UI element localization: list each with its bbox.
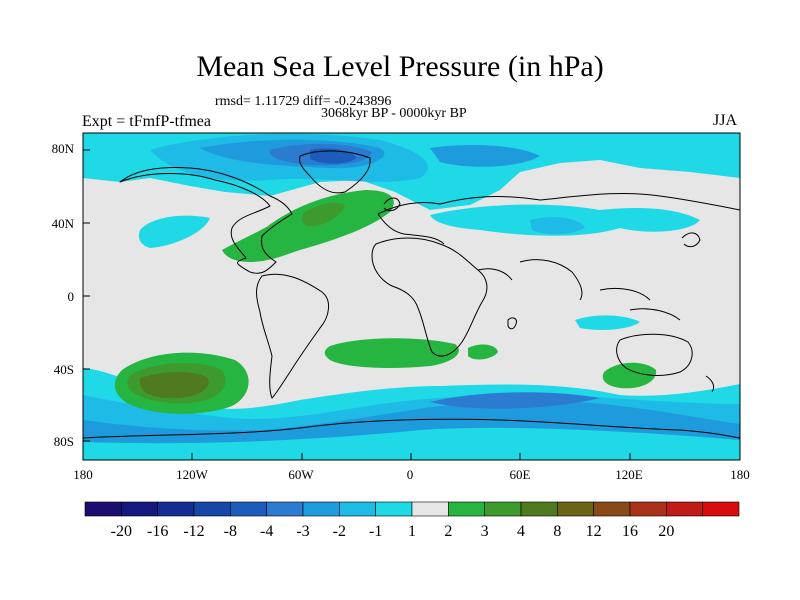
colorbar-swatch (302, 501, 340, 517)
coast-japan (681, 232, 701, 248)
lat-label-80n: 80N (51, 141, 74, 156)
chart-title: Mean Sea Level Pressure (in hPa) (196, 50, 604, 83)
colorbar-label: 1 (408, 523, 416, 540)
colorbar-label: -2 (333, 523, 346, 540)
neg-band-antarctic-interior (83, 427, 740, 460)
colorbar-label: -12 (183, 523, 204, 540)
colorbar-label: 16 (622, 523, 638, 540)
colorbar: -20 -16 -12 -8 -4 -3 -2 -1 1 2 3 4 8 12 16 20 (84, 501, 740, 540)
pos-contour-north-atlantic-3 (301, 202, 345, 227)
neg-contour-greenland-8 (310, 148, 356, 164)
coast-uk (383, 197, 401, 212)
coast-australia (616, 333, 693, 376)
colorbar-label: -16 (147, 523, 168, 540)
experiment-label: Expt = tFmfP-tfmea (82, 113, 212, 130)
colorbar-swatch (629, 501, 667, 517)
colorbar-swatch (593, 501, 631, 517)
neg-blob-north-pacific (138, 215, 210, 248)
colorbar-swatch (702, 501, 740, 517)
colorbar-swatch (666, 501, 703, 517)
colorbar-label: 12 (586, 523, 602, 540)
colorbar-label: -8 (224, 523, 237, 540)
coast-madagascar (507, 317, 517, 330)
colorbar-label: 8 (553, 523, 561, 540)
colorbar-swatch (411, 501, 449, 517)
coast-antarctica (83, 418, 740, 439)
colorbar-swatch (484, 501, 522, 517)
colorbar-swatch (230, 501, 267, 517)
pos-blob-north-atlantic (222, 190, 394, 262)
neg-blob-indian-ocean (575, 315, 640, 330)
lat-label-80s: 80S (53, 434, 74, 449)
colorbar-label: -3 (296, 523, 309, 540)
coast-indonesia (599, 287, 681, 321)
axis-ticks (82, 149, 741, 460)
coast-south-america (256, 273, 329, 399)
coast-africa (371, 237, 488, 357)
neg-contour-southern-4 (430, 392, 600, 409)
lon-label-120e: 120E (615, 467, 643, 482)
colorbar-label: 20 (658, 523, 674, 540)
colorbar-swatch (157, 501, 195, 517)
lat-label-0: 0 (67, 289, 75, 304)
lon-label-120w: 120W (176, 467, 208, 482)
coast-arabia-india (477, 259, 583, 301)
pos-contour-south-pacific-4 (139, 372, 209, 398)
coast-north-america (119, 167, 293, 274)
colorbar-label: -4 (260, 523, 273, 540)
lat-label-40s: 40S (53, 362, 74, 377)
colorbar-swatch (266, 501, 304, 517)
pos-blob-south-indian-small (468, 344, 498, 360)
colorbar-label: 4 (517, 523, 525, 540)
lon-label-60w: 60W (288, 467, 314, 482)
lon-label-180w: 180 (73, 467, 93, 482)
lon-label-60e: 60E (509, 467, 531, 482)
colorbar-swatch (84, 501, 122, 517)
lat-label-40n: 40N (51, 216, 74, 231)
period-subtitle: 3068kyr BP - 0000kyr BP (321, 106, 467, 121)
colorbar-label: 2 (444, 523, 452, 540)
colorbar-swatch (557, 501, 594, 517)
colorbar-swatch (121, 501, 158, 517)
neg-contour-siberia (430, 144, 540, 167)
pos-blob-south-atlantic (324, 338, 459, 368)
coast-eurasia (377, 192, 740, 245)
colorbar-swatch (193, 501, 231, 517)
colorbar-label: 3 (481, 523, 489, 540)
coast-new-zealand (705, 375, 715, 393)
season-label: JJA (713, 112, 738, 129)
colorbar-label: -20 (111, 523, 132, 540)
colorbar-swatch (339, 501, 376, 517)
pos-blob-south-indian-east (602, 362, 657, 389)
colorbar-swatch (448, 501, 485, 517)
colorbar-label: -1 (369, 523, 382, 540)
colorbar-swatch (375, 501, 413, 517)
colorbar-swatch (520, 501, 558, 517)
map-plot-area (83, 133, 740, 460)
lon-label-180e: 180 (730, 467, 750, 482)
stats-subtitle: rmsd= 1.11729 diff= -0.243896 (215, 94, 392, 109)
neg-contour-eurasia-2 (530, 217, 585, 235)
coast-greenland (299, 150, 371, 194)
lon-label-0: 0 (406, 467, 414, 482)
coastlines (83, 150, 740, 439)
